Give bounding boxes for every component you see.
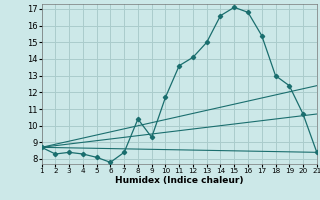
X-axis label: Humidex (Indice chaleur): Humidex (Indice chaleur) xyxy=(115,176,244,185)
